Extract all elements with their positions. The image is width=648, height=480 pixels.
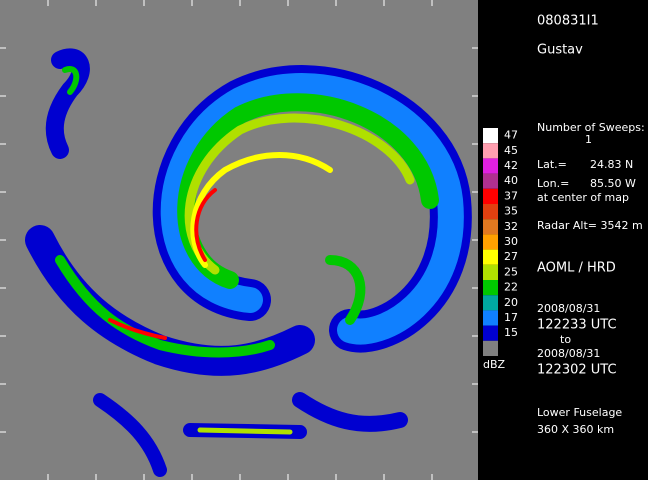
flight-id: 080831I1 [537, 14, 599, 29]
legend-swatch-none [483, 340, 498, 356]
legend-swatch [483, 234, 498, 250]
radar-map [0, 0, 478, 480]
legend-label: 27 [504, 250, 518, 263]
lat-value: 24.83 N [590, 158, 633, 171]
start-time: 122233 UTC [537, 318, 617, 333]
to-label: to [560, 333, 571, 346]
legend-label: 22 [504, 281, 518, 294]
sweeps-label: Number of Sweeps: [537, 121, 645, 134]
antenna: Lower Fuselage [537, 406, 622, 419]
start-date: 2008/08/31 [537, 302, 600, 315]
side-panel [478, 0, 648, 480]
legend-swatch [483, 158, 498, 174]
radar-alt: Radar Alt= 3542 m [537, 219, 643, 232]
legend-label: 32 [504, 220, 518, 233]
legend-swatch [483, 143, 498, 159]
domain-size: 360 X 360 km [537, 423, 614, 436]
legend-swatch [483, 204, 498, 220]
legend-swatch [483, 280, 498, 296]
lon-label: Lon.= [537, 177, 569, 190]
legend-swatch [483, 264, 498, 280]
legend-label: 40 [504, 174, 518, 187]
legend-swatch [483, 249, 498, 265]
legend-swatch [483, 173, 498, 189]
end-time: 122302 UTC [537, 363, 617, 378]
legend-label: 42 [504, 159, 518, 172]
legend-swatch [483, 310, 498, 326]
legend-label: 17 [504, 311, 518, 324]
legend-label: 47 [504, 129, 518, 142]
color-legend: 47 45 42 40 37 35 32 30 27 25 22 20 17 15 [483, 128, 518, 356]
map-ticks [0, 0, 478, 480]
legend-swatch [483, 219, 498, 235]
sweeps-count: 1 [585, 133, 592, 146]
storm-name: Gustav [537, 43, 583, 58]
lat-label: Lat.= [537, 158, 567, 171]
end-date: 2008/08/31 [537, 347, 600, 360]
echo [25, 48, 472, 477]
organization: AOML / HRD [537, 261, 616, 276]
lon-value: 85.50 W [590, 177, 636, 190]
legend-swatch [483, 128, 498, 144]
legend-label: 37 [504, 189, 518, 202]
legend-swatch [483, 325, 498, 341]
legend-swatch [483, 295, 498, 311]
legend-label: 45 [504, 144, 518, 157]
center-note: at center of map [537, 191, 629, 204]
legend-swatch [483, 188, 498, 204]
legend-label: 15 [504, 326, 518, 339]
legend-label: 30 [504, 235, 518, 248]
legend-unit: dBZ [483, 358, 506, 371]
legend-label: 25 [504, 265, 518, 278]
legend-label: 20 [504, 296, 518, 309]
legend-label: 35 [504, 205, 518, 218]
